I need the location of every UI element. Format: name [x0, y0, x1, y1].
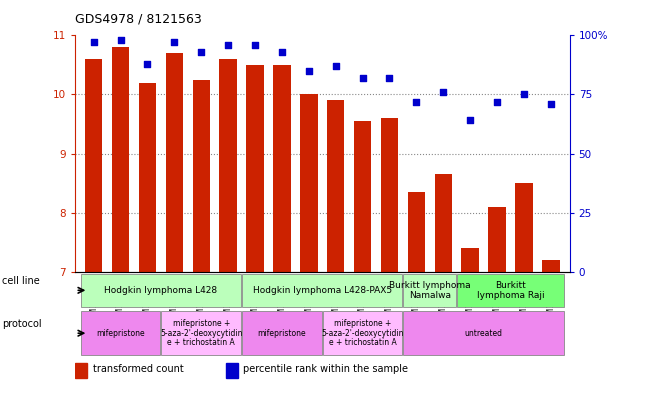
Text: mifepristone +
5-aza-2'-deoxycytidin
e + trichostatin A: mifepristone + 5-aza-2'-deoxycytidin e +…	[160, 319, 242, 347]
Point	[438, 89, 449, 95]
Text: GDS4978 / 8121563: GDS4978 / 8121563	[75, 13, 202, 26]
Bar	[165, 53, 183, 272]
Point	[546, 101, 556, 107]
Point	[465, 118, 475, 124]
Bar	[542, 260, 560, 272]
Bar	[75, 363, 87, 378]
Bar	[219, 59, 237, 272]
Bar	[81, 274, 241, 307]
Point	[331, 63, 341, 69]
Point	[196, 49, 206, 55]
Bar	[112, 47, 130, 272]
Bar	[323, 311, 402, 355]
Point	[89, 39, 99, 46]
Text: transformed count: transformed count	[92, 364, 184, 374]
Text: percentile rank within the sample: percentile rank within the sample	[243, 364, 408, 374]
Text: Burkitt
lymphoma Raji: Burkitt lymphoma Raji	[477, 281, 544, 300]
Bar	[242, 311, 322, 355]
Text: untreated: untreated	[465, 329, 503, 338]
Point	[303, 68, 314, 74]
Point	[250, 42, 260, 48]
Text: Hodgkin lymphoma L428-PAX5: Hodgkin lymphoma L428-PAX5	[253, 286, 392, 295]
Bar	[161, 311, 241, 355]
Bar	[457, 274, 564, 307]
Bar	[81, 311, 160, 355]
Text: mifepristone +
5-aza-2'-deoxycytidin
e + trichostatin A: mifepristone + 5-aza-2'-deoxycytidin e +…	[322, 319, 404, 347]
Point	[277, 49, 287, 55]
Text: mifepristone: mifepristone	[96, 329, 145, 338]
Bar	[381, 118, 398, 272]
Point	[492, 98, 502, 105]
Bar	[246, 65, 264, 272]
Point	[384, 75, 395, 81]
Point	[169, 39, 180, 46]
Bar	[354, 121, 371, 272]
Bar	[408, 192, 425, 272]
Bar	[139, 83, 156, 272]
Point	[115, 37, 126, 43]
Text: cell line: cell line	[2, 276, 40, 286]
Bar	[327, 100, 344, 272]
Bar	[488, 207, 506, 272]
Bar	[193, 80, 210, 272]
Text: Hodgkin lymphoma L428: Hodgkin lymphoma L428	[104, 286, 217, 295]
Point	[357, 75, 368, 81]
Point	[519, 91, 529, 97]
Point	[411, 98, 422, 105]
Text: Burkitt lymphoma
Namalwa: Burkitt lymphoma Namalwa	[389, 281, 471, 300]
Bar	[404, 274, 456, 307]
Bar	[462, 248, 479, 272]
Text: protocol: protocol	[2, 319, 42, 329]
Point	[223, 42, 233, 48]
Bar	[434, 174, 452, 272]
Point	[143, 61, 153, 67]
Text: mifepristone: mifepristone	[258, 329, 306, 338]
Bar	[85, 59, 102, 272]
Bar	[242, 274, 402, 307]
Bar	[515, 183, 533, 272]
Bar	[300, 94, 318, 272]
Bar	[404, 311, 564, 355]
Bar	[273, 65, 290, 272]
Bar	[226, 363, 238, 378]
